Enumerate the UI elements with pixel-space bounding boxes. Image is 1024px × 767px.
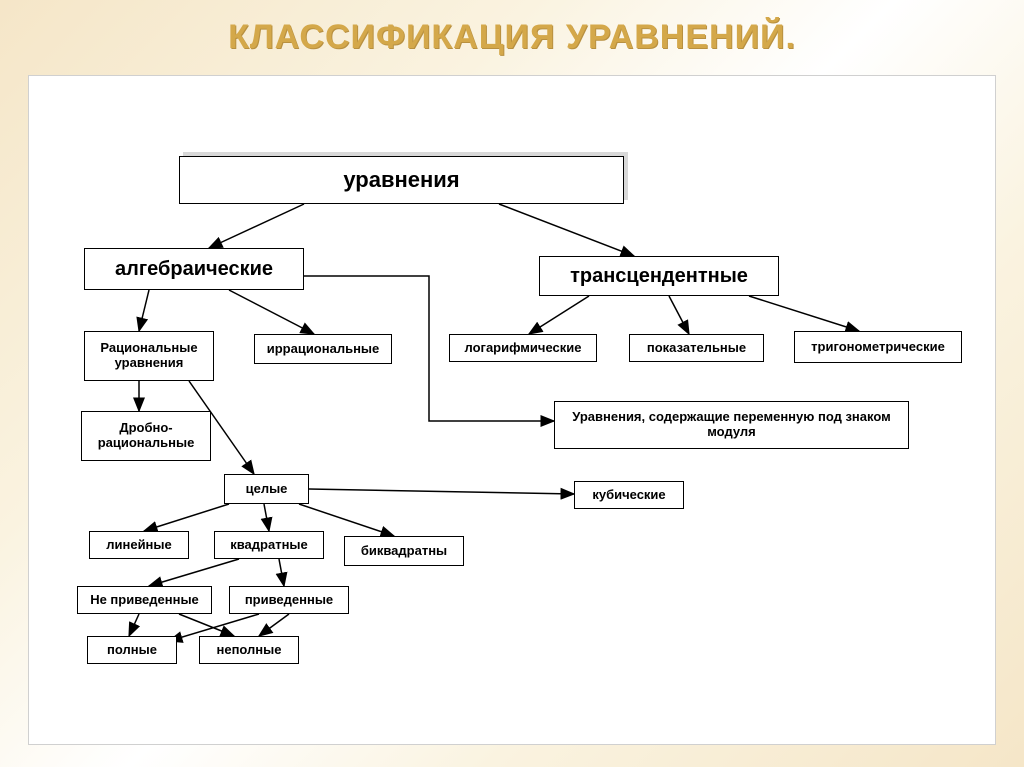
- node-algebraic: алгебраические: [84, 248, 304, 290]
- node-root: уравнения: [179, 156, 624, 204]
- node-trig: тригонометрические: [794, 331, 962, 363]
- node-biquad: биквадратны: [344, 536, 464, 566]
- node-quadratic: квадратные: [214, 531, 324, 559]
- node-modulus: Уравнения, содержащие переменную под зна…: [554, 401, 909, 449]
- node-log: логарифмические: [449, 334, 597, 362]
- node-notreduced: Не приведенные: [77, 586, 212, 614]
- node-linear: линейные: [89, 531, 189, 559]
- node-rational: Рациональные уравнения: [84, 331, 214, 381]
- diagram-canvas: уравнения алгебраические трансцендентные Ра…: [28, 75, 996, 745]
- page-title: КЛАССИФИКАЦИЯ УРАВНЕНИЙ.: [0, 0, 1024, 57]
- node-fractional: Дробно-рациональные: [81, 411, 211, 461]
- node-integer: целые: [224, 474, 309, 504]
- node-cubic: кубические: [574, 481, 684, 509]
- node-transcend: трансцендентные: [539, 256, 779, 296]
- node-full: полные: [87, 636, 177, 664]
- node-irrational: иррациональные: [254, 334, 392, 364]
- node-exp: показательные: [629, 334, 764, 362]
- node-partial: неполные: [199, 636, 299, 664]
- node-reduced: приведенные: [229, 586, 349, 614]
